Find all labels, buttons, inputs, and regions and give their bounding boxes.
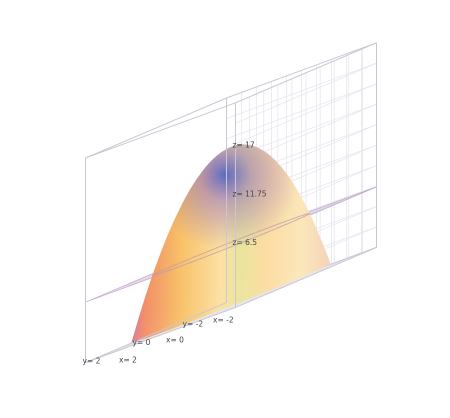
grid-line bbox=[235, 62, 377, 124]
x-tick-label: x= 0 bbox=[166, 336, 184, 345]
grid-line bbox=[220, 252, 362, 314]
grid-line bbox=[205, 258, 347, 319]
box-edge bbox=[235, 42, 377, 104]
x-tick-label: x= -2 bbox=[213, 316, 234, 325]
box-edge bbox=[85, 102, 236, 159]
z-tick-label: z= 17 bbox=[233, 141, 255, 150]
box-edge bbox=[85, 306, 236, 364]
y-tick-label: y= 0 bbox=[133, 338, 151, 347]
box-edge bbox=[235, 246, 377, 308]
y-tick-label: y= -2 bbox=[183, 320, 204, 329]
x-tick-label: x= 2 bbox=[119, 356, 137, 365]
z-tick-label: z= 6.5 bbox=[233, 238, 258, 247]
y-tick-label: y= 2 bbox=[83, 356, 101, 365]
surface-shading bbox=[131, 144, 331, 343]
grid-line bbox=[226, 83, 377, 140]
box-edge bbox=[85, 302, 227, 364]
box-edge bbox=[85, 97, 227, 159]
plane-intersection-ring bbox=[151, 212, 311, 277]
box-edge bbox=[226, 42, 377, 99]
grid-line bbox=[235, 83, 377, 145]
grid-line bbox=[226, 62, 377, 119]
z-tick-label: z= 11.75 bbox=[233, 189, 267, 198]
